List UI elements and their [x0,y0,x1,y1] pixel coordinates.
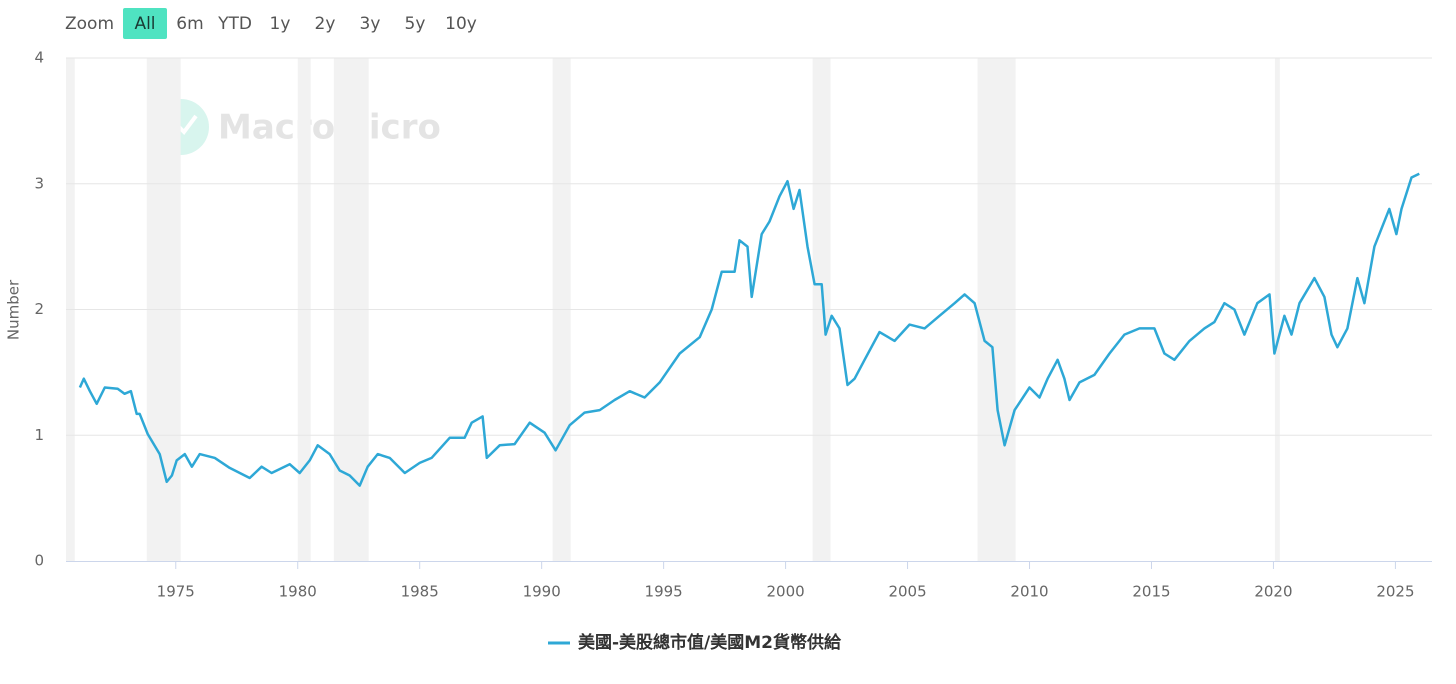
y-tick-label: 3 [34,174,44,192]
data-line [78,172,1420,487]
x-tick-label: 1985 [401,583,439,601]
x-tick-label: 2015 [1132,583,1170,601]
zoom-button[interactable]: 2y [315,14,336,34]
x-tick-label: 2000 [766,583,804,601]
watermark-text: MacroMicro [218,108,441,148]
zoom-button-bg [123,8,167,39]
zoom-button[interactable]: 3y [360,14,381,34]
y-axis-title: Number [5,279,23,340]
x-tick-label: 2025 [1376,583,1414,601]
legend-label[interactable]: 美國-美股總市值/美國M2貨幣供給 [578,632,842,653]
zoom-button[interactable]: YTD [217,14,252,34]
zoom-button[interactable]: 6m [176,14,203,34]
x-tick-label: 2005 [888,583,926,601]
x-tick-label: 1975 [157,583,195,601]
x-tick-label: 2020 [1254,583,1292,601]
x-tick-label: 1995 [645,583,683,601]
y-tick-label: 0 [34,552,44,570]
watermark: MacroMicro [153,99,441,155]
y-tick-label: 4 [34,49,44,67]
zoom-button[interactable]: 1y [270,14,291,34]
zoom-button[interactable]: 5y [405,14,426,34]
y-tick-label: 2 [34,300,44,318]
zoom-button[interactable]: 10y [445,14,477,34]
zoom-label: Zoom [65,14,114,34]
x-tick-label: 1990 [523,583,561,601]
y-tick-label: 1 [34,426,44,444]
x-tick-label: 1980 [279,583,317,601]
zoom-button[interactable]: All [134,14,155,34]
x-tick-label: 2010 [1010,583,1048,601]
